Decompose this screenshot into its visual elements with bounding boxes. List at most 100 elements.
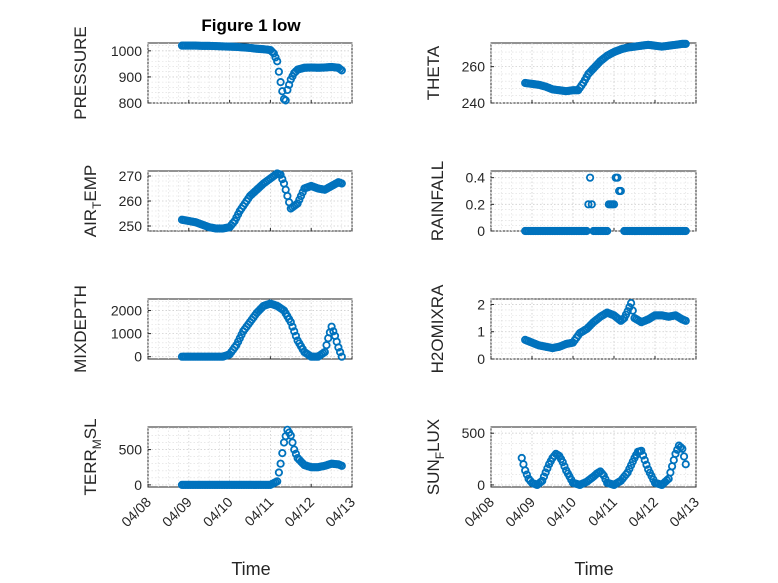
data-point [558,458,567,467]
data-point [273,57,282,66]
data-point [278,175,287,184]
data-point [288,322,297,331]
series-terr_msl [177,425,346,489]
y-tick-label: 0.2 [466,196,486,212]
data-point [585,173,595,182]
x-tick-label: 04/10 [543,494,579,530]
y-axis-label: TERRMSL [81,418,104,495]
subplot-h2omixra: 0 1 2 H2OMIXRA [428,284,697,373]
data-point [681,460,690,469]
data-point [291,331,300,341]
data-point [681,316,690,325]
data-point [290,445,299,454]
data-point [626,298,636,308]
x-tick-label: 04/11 [585,494,621,530]
data-point [662,476,672,485]
data-point [543,464,552,473]
data-point [640,455,649,465]
data-point [681,39,690,49]
data-point [616,186,625,196]
subplot-theta: 240 260 THETA [424,39,697,111]
data-point [638,451,648,460]
data-point [276,170,285,179]
y-tick-label: 260 [462,59,486,75]
series-theta [521,39,690,96]
data-point [271,53,280,62]
data-point [273,477,282,486]
y-tick-label: 0 [134,349,142,365]
data-point [337,352,346,361]
subplot-terr_msl: 04/08 04/09 04/10 04/11 04/12 04/13 0 500 TERRMS… [81,418,358,529]
data-point [637,446,646,455]
y-tick-label: 900 [119,69,143,85]
series-rainfall [521,173,690,236]
data-point [278,449,287,458]
y-tick-label: 250 [119,218,143,234]
x-tick-label: 04/13 [666,494,702,530]
figure-title: Figure 1 low [201,16,301,35]
data-point [681,226,690,236]
subplot-mixdepth: 0 1000 2000 MIXDEPTH [71,285,353,373]
data-point [678,444,687,453]
y-tick-label: 0 [477,351,485,367]
data-point [290,327,299,336]
subplot-sun_flux: 04/08 04/09 04/10 04/11 04/12 04/13 0 500 SUNFLU… [424,419,702,530]
y-tick-label: 500 [119,442,143,458]
data-point [278,87,287,96]
y-axis-label: AIRTEMP [81,165,104,238]
data-point [288,438,297,447]
data-point [584,200,593,209]
y-tick-label: 2 [477,296,485,312]
y-tick-label: 1 [477,324,485,340]
data-point [628,306,637,315]
x-tick-label: 04/10 [200,494,236,530]
data-point [538,476,547,485]
data-point [623,307,632,316]
data-point [541,468,550,477]
data-point [587,200,596,209]
y-tick-label: 2000 [111,303,142,319]
y-tick-label: 500 [462,425,486,441]
data-point [679,452,689,461]
y-axis-label: H2OMIXRA [428,284,447,373]
x-tick-label: 04/12 [625,494,661,530]
data-point [291,449,300,458]
data-point [267,47,277,56]
y-axis-label: PRESSURE [71,26,90,120]
y-tick-label: 800 [119,95,143,111]
data-point [521,466,530,475]
data-point [334,343,343,352]
data-point [281,96,290,105]
series-h2omixra [521,298,690,353]
subplot-rainfall: 0 0.2 0.4 RAINFALL [428,161,697,241]
data-point [274,468,283,477]
x-tick-label: 04/12 [281,494,317,530]
y-tick-label: 0.4 [466,170,486,186]
y-tick-label: 1000 [111,43,142,59]
data-point [613,173,622,182]
data-point [329,327,338,336]
data-point [560,462,569,471]
subplot-air_temp: 250 260 270 AIRTEMP [81,165,353,238]
data-point [269,49,278,58]
data-point [522,470,531,479]
x-tick-label: 04/13 [322,494,358,530]
y-axis-label: MIXDEPTH [71,285,90,373]
data-point [327,322,336,331]
x-tick-label: 04/09 [159,494,195,530]
data-point [337,461,346,470]
y-tick-label: 0 [134,477,142,493]
y-tick-label: 1000 [111,326,142,342]
y-tick-label: 0 [477,223,485,239]
data-point [539,472,549,481]
series-pressure [177,41,346,105]
y-axis-label: RAINFALL [428,161,447,241]
y-axis-label: THETA [424,45,443,100]
x-tick-label: 04/08 [118,494,154,530]
y-tick-label: 260 [119,193,143,209]
subplot-pressure: 800 900 1000 PRESSURE [71,26,353,120]
data-point [276,78,285,87]
series-air_temp [177,169,346,233]
y-axis-label: SUNFLUX [424,419,447,495]
